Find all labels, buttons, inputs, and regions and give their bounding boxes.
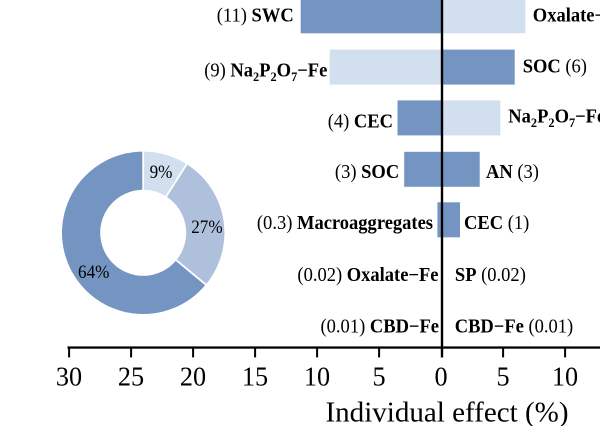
svg-text:0: 0 [434, 361, 447, 391]
svg-text:27%: 27% [191, 216, 222, 237]
svg-text:(11) SWC: (11) SWC [217, 5, 294, 27]
svg-text:CEC (1): CEC (1) [464, 213, 529, 235]
svg-text:CBD−Fe (0.01): CBD−Fe (0.01) [455, 316, 573, 338]
svg-text:5: 5 [372, 361, 385, 391]
svg-text:10: 10 [304, 361, 330, 391]
svg-text:64%: 64% [78, 261, 109, 282]
svg-text:(0.02) Oxalate−Fe: (0.02) Oxalate−Fe [297, 265, 438, 287]
svg-text:(9) Na2P2O7−Fe: (9) Na2P2O7−Fe [204, 60, 327, 84]
svg-text:15: 15 [242, 361, 268, 391]
svg-text:Individual effect (%): Individual effect (%) [325, 397, 568, 426]
svg-text:(4) CEC: (4) CEC [328, 111, 393, 133]
svg-text:(0.3) Macroaggregates: (0.3) Macroaggregates [257, 213, 433, 235]
svg-text:20: 20 [180, 361, 206, 391]
svg-text:Na2P2O7−Fe: Na2P2O7−Fe [508, 106, 600, 130]
svg-text:(3) SOC: (3) SOC [335, 162, 399, 184]
svg-text:Oxalate−Fe (7): Oxalate−Fe (7) [533, 5, 600, 27]
svg-text:5: 5 [496, 361, 509, 391]
svg-text:AN (3): AN (3) [486, 162, 539, 184]
svg-text:(0.01) CBD−Fe: (0.01) CBD−Fe [321, 316, 439, 338]
svg-text:SP (0.02): SP (0.02) [455, 265, 526, 287]
svg-text:25: 25 [118, 361, 144, 391]
svg-text:10: 10 [552, 361, 578, 391]
svg-text:9%: 9% [150, 161, 173, 182]
svg-text:30: 30 [56, 361, 82, 391]
svg-text:SOC (6): SOC (6) [523, 56, 587, 78]
